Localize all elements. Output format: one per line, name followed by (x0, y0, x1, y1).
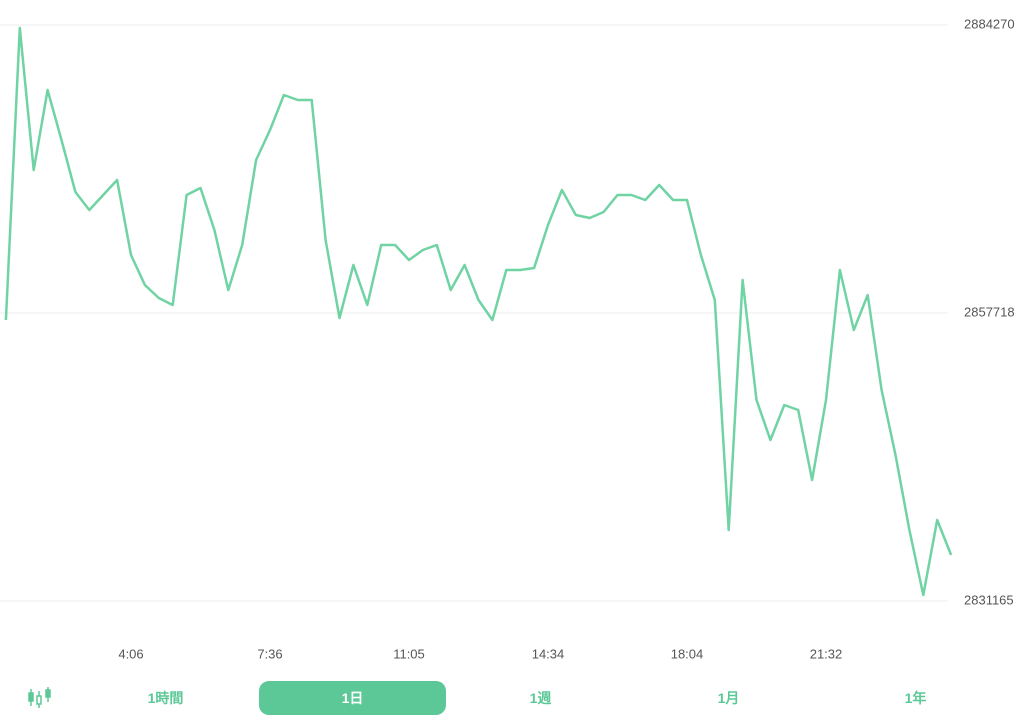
x-tick-label: 11:05 (393, 646, 425, 661)
range-tab[interactable]: 1時間 (147, 690, 184, 706)
x-tick-label: 7:36 (257, 646, 282, 661)
candlestick-toggle[interactable] (26, 686, 56, 710)
x-tick-label: 4:06 (118, 646, 143, 661)
y-tick-label: 2884270 (964, 16, 1015, 31)
range-tab[interactable]: 1年 (904, 690, 927, 706)
range-tab[interactable]: 1月 (717, 690, 740, 706)
price-line (4, 26, 953, 597)
range-tab[interactable]: 1週 (529, 690, 552, 706)
x-tick-label: 18:04 (671, 646, 704, 661)
y-tick-label: 2857718 (964, 304, 1015, 319)
x-tick-label: 21:32 (810, 646, 843, 661)
chart: 2831165 2857718 2884270 4:06 7:36 11:05 14:34 1… (0, 16, 1015, 661)
x-tick-label: 14:34 (532, 646, 565, 661)
range-tab[interactable]: 1日 (259, 681, 446, 715)
y-tick-label: 2831165 (964, 592, 1014, 607)
